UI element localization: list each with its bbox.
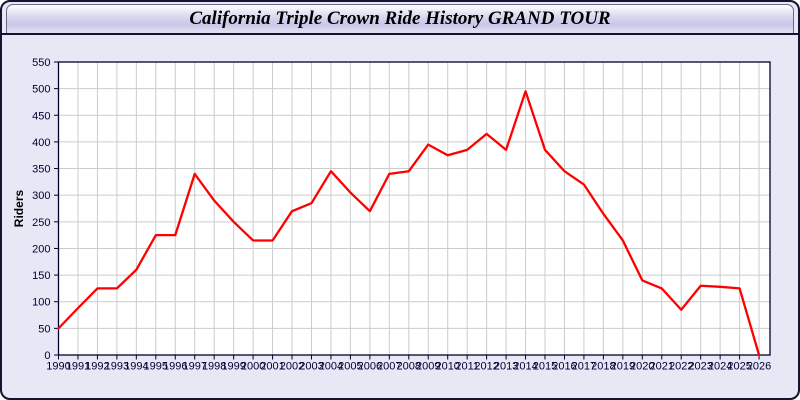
svg-text:2022: 2022	[669, 361, 693, 373]
svg-text:350: 350	[32, 164, 50, 176]
svg-text:1990: 1990	[46, 361, 70, 373]
svg-text:50: 50	[38, 323, 50, 335]
svg-text:2002: 2002	[280, 361, 304, 373]
svg-text:2024: 2024	[708, 361, 732, 373]
svg-text:2001: 2001	[260, 361, 284, 373]
svg-text:2018: 2018	[591, 361, 615, 373]
svg-text:200: 200	[32, 243, 50, 255]
title-bar: California Triple Crown Ride History GRA…	[6, 4, 794, 33]
svg-text:2026: 2026	[747, 361, 771, 373]
svg-text:2009: 2009	[416, 361, 440, 373]
svg-text:300: 300	[32, 190, 50, 202]
svg-text:2000: 2000	[241, 361, 265, 373]
plot-area	[58, 62, 770, 355]
svg-text:2021: 2021	[650, 361, 674, 373]
y-axis-labels: 0 50 100 150 200 250 300 350 400 450 500 550	[32, 57, 50, 362]
svg-text:2015: 2015	[533, 361, 557, 373]
svg-text:1995: 1995	[144, 361, 168, 373]
svg-text:250: 250	[32, 217, 50, 229]
svg-text:1994: 1994	[124, 361, 148, 373]
svg-text:550: 550	[32, 57, 50, 69]
svg-text:2012: 2012	[474, 361, 498, 373]
svg-text:1997: 1997	[182, 361, 206, 373]
svg-text:1993: 1993	[105, 361, 129, 373]
svg-text:1999: 1999	[221, 361, 245, 373]
svg-text:500: 500	[32, 84, 50, 96]
svg-text:2006: 2006	[358, 361, 382, 373]
svg-text:0: 0	[44, 350, 50, 362]
svg-text:2017: 2017	[572, 361, 596, 373]
svg-text:2008: 2008	[397, 361, 421, 373]
svg-text:400: 400	[32, 137, 50, 149]
axis-ticks	[54, 61, 760, 360]
svg-text:1996: 1996	[163, 361, 187, 373]
svg-text:2010: 2010	[435, 361, 459, 373]
chart-title: California Triple Crown Ride History GRA…	[189, 8, 611, 29]
plot-border	[57, 61, 771, 356]
svg-text:2014: 2014	[513, 361, 537, 373]
svg-text:1998: 1998	[202, 361, 226, 373]
title-separator	[2, 33, 798, 35]
svg-text:2019: 2019	[611, 361, 635, 373]
y-axis-title: Riders	[12, 190, 26, 228]
svg-text:2011: 2011	[455, 361, 479, 373]
svg-text:150: 150	[32, 270, 50, 282]
svg-text:1992: 1992	[85, 361, 109, 373]
svg-text:2023: 2023	[688, 361, 712, 373]
svg-text:1991: 1991	[66, 361, 90, 373]
svg-text:2003: 2003	[299, 361, 323, 373]
svg-text:2005: 2005	[338, 361, 362, 373]
svg-text:100: 100	[32, 297, 50, 309]
svg-text:2004: 2004	[319, 361, 343, 373]
series-line-riders	[57, 90, 761, 357]
gridlines	[58, 62, 770, 355]
svg-text:2020: 2020	[630, 361, 654, 373]
svg-text:450: 450	[32, 110, 50, 122]
svg-text:2025: 2025	[727, 361, 751, 373]
svg-text:2016: 2016	[552, 361, 576, 373]
svg-text:2007: 2007	[377, 361, 401, 373]
svg-text:2013: 2013	[494, 361, 518, 373]
x-axis-labels: 1990199119921993199419951996199719981999…	[46, 361, 771, 373]
